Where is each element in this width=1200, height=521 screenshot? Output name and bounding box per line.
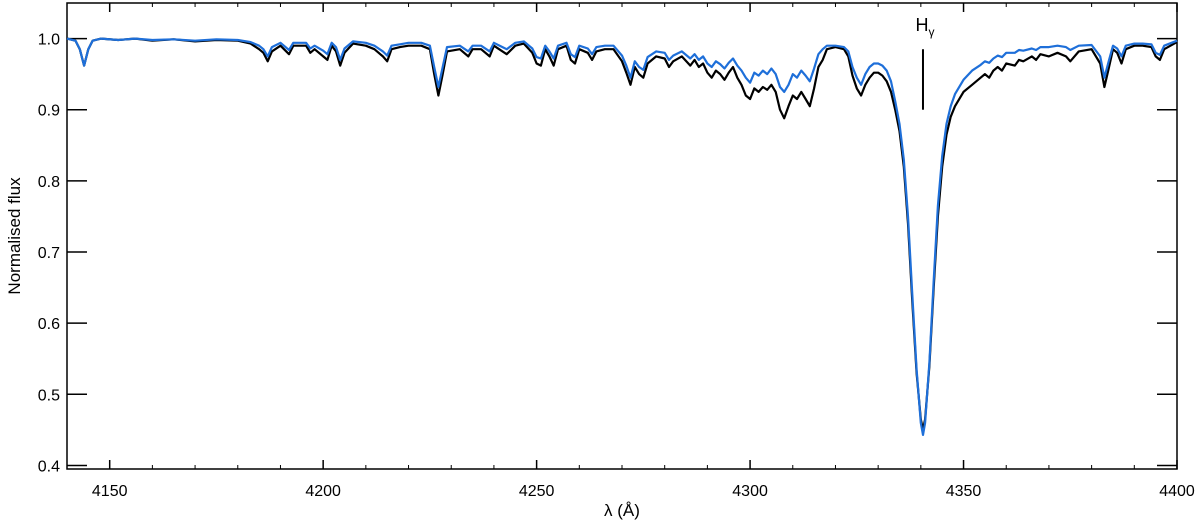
x-axis-label: λ (Å) [604, 501, 640, 520]
series-layer [66, 37, 1178, 436]
y-tick-label: 0.4 [38, 458, 60, 475]
axis-ticks: 4150 4200 4250 4300 4350 4400 0.4 0.5 0.6 0.7 0.8 0… [38, 3, 1195, 500]
y-tick-label: 0.9 [38, 103, 60, 120]
y-tick-label: 0.6 [38, 316, 60, 333]
plot-frame [66, 2, 1178, 470]
x-tick-label: 4300 [732, 483, 768, 500]
h-gamma-label: Hγ [915, 15, 934, 39]
y-tick-label: 0.8 [38, 174, 60, 191]
h-gamma-label-sub: γ [928, 25, 934, 39]
h-gamma-label-main: H [915, 15, 928, 35]
x-tick-label: 4200 [305, 483, 341, 500]
x-tick-label: 4400 [1159, 483, 1195, 500]
series-line-2 [66, 37, 1178, 436]
y-tick-label: 1.0 [38, 32, 60, 49]
series-line-1 [66, 37, 1178, 431]
h-gamma-annotation: Hγ [915, 15, 934, 110]
y-tick-label: 0.5 [38, 387, 60, 404]
y-axis-label: Normalised flux [5, 177, 24, 295]
y-tick-label: 0.7 [38, 245, 60, 262]
x-tick-label: 4250 [519, 483, 555, 500]
x-tick-label: 4350 [946, 483, 982, 500]
x-tick-label: 4150 [92, 483, 128, 500]
